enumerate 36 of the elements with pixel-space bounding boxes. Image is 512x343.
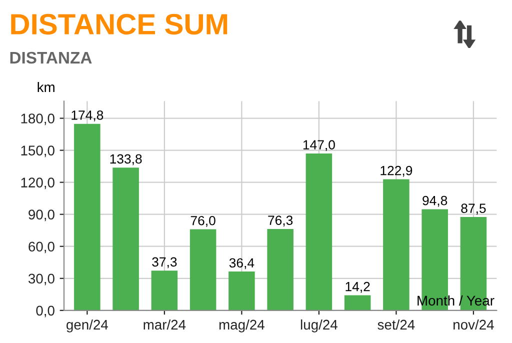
x-tick-label: lug/24 xyxy=(300,319,338,332)
y-tick-label: 30,0 xyxy=(28,274,54,286)
chart-subtitle: DISTANZA xyxy=(10,52,92,64)
y-tick-label: 0,0 xyxy=(36,306,54,318)
x-tick-label: nov/24 xyxy=(454,319,494,330)
chart-title: DISTANCE SUM xyxy=(11,14,228,35)
y-tick-label: 60,0 xyxy=(28,242,54,254)
y-axis-title: km xyxy=(38,82,54,92)
bar xyxy=(74,124,100,310)
data-label: 87,5 xyxy=(461,204,486,215)
bar xyxy=(151,270,178,310)
data-label: 37,3 xyxy=(152,257,177,268)
data-label: 94,8 xyxy=(422,196,448,207)
data-label: 147,0 xyxy=(303,140,335,152)
data-label: 76,0 xyxy=(190,216,216,227)
data-label: 133,8 xyxy=(110,154,142,166)
data-label: 174,8 xyxy=(72,110,104,122)
x-tick-label: gen/24 xyxy=(66,319,108,332)
bar xyxy=(267,228,294,310)
bar xyxy=(344,295,371,310)
y-tick-label: 150,0 xyxy=(21,146,54,158)
y-tick-label: 90,0 xyxy=(28,210,54,222)
y-tick-label: 180,0 xyxy=(21,114,54,126)
data-label: 122,9 xyxy=(380,166,412,177)
bar xyxy=(228,272,255,310)
x-tick-label: set/24 xyxy=(378,319,415,330)
bar xyxy=(306,153,332,310)
bar xyxy=(190,229,216,310)
y-tick-label: 120,0 xyxy=(21,178,54,190)
x-tick-label: mar/24 xyxy=(144,319,186,330)
bar xyxy=(383,179,410,310)
data-label: 76,3 xyxy=(268,216,293,227)
data-label: 36,4 xyxy=(229,258,254,270)
data-label: 14,2 xyxy=(346,282,370,293)
x-tick-label: mag/24 xyxy=(219,319,264,332)
bar xyxy=(112,168,139,310)
